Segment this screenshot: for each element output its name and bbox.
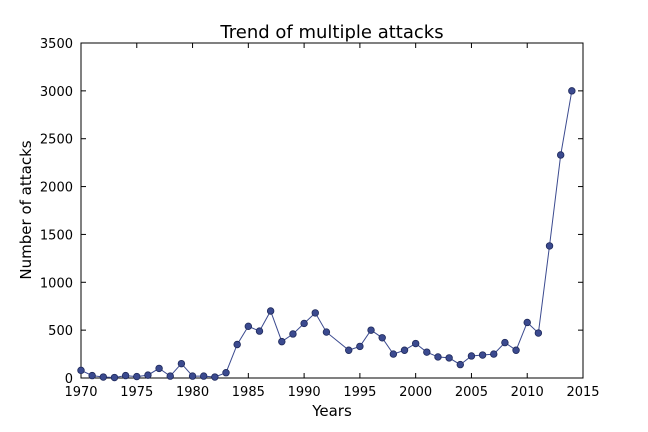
data-point <box>188 372 197 380</box>
data-point <box>467 352 476 360</box>
data-point <box>445 354 453 362</box>
data-point <box>568 87 576 95</box>
data-point <box>88 371 96 380</box>
data-point <box>266 307 275 315</box>
data-point <box>389 350 398 358</box>
y-tick-label: 2500 <box>40 133 73 148</box>
data-point <box>255 327 264 335</box>
series-group <box>77 87 576 382</box>
data-point <box>411 339 420 348</box>
y-tick-label: 3000 <box>40 85 73 100</box>
data-point <box>345 346 353 354</box>
data-point <box>378 334 386 342</box>
data-point <box>278 337 286 346</box>
data-point <box>133 372 141 381</box>
data-point <box>177 359 186 368</box>
data-point <box>512 346 520 354</box>
data-point <box>456 360 464 369</box>
data-point <box>99 373 108 381</box>
y-axis-ticks: 0 500 1000 1500 2000 2500 3000 3500 <box>40 37 583 387</box>
plot-frame <box>80 42 584 379</box>
y-tick-label: 0 <box>65 372 73 387</box>
data-point <box>545 242 554 250</box>
y-tick-label: 1000 <box>40 276 73 291</box>
data-point <box>311 309 319 317</box>
data-point <box>423 348 431 356</box>
data-point <box>222 369 230 377</box>
data-point <box>244 322 253 331</box>
data-point <box>490 350 498 358</box>
chart-title: Trend of multiple attacks <box>219 22 443 43</box>
x-axis-label: Years <box>311 402 352 420</box>
x-tick-label: 1990 <box>288 385 321 400</box>
data-point <box>155 364 163 373</box>
data-point <box>400 346 409 354</box>
data-point <box>121 371 130 380</box>
x-tick-label: 2010 <box>511 385 544 400</box>
x-tick-label: 1995 <box>343 385 376 400</box>
data-point <box>434 353 442 361</box>
x-tick-label: 1970 <box>64 385 97 400</box>
data-point <box>501 338 509 347</box>
data-point <box>233 340 241 349</box>
x-tick-label: 1980 <box>176 385 209 400</box>
data-point <box>166 372 174 380</box>
x-axis-ticks: 1970 1975 1980 1985 1990 1995 2000 2005 2010 2015 <box>64 43 600 400</box>
x-tick-label: 2015 <box>566 385 599 400</box>
x-tick-label: 1985 <box>232 385 265 400</box>
data-point <box>144 371 152 379</box>
data-point <box>110 373 119 382</box>
data-point <box>289 330 297 338</box>
y-tick-label: 3500 <box>40 37 73 52</box>
y-tick-label: 1500 <box>40 228 73 243</box>
y-tick-label: 500 <box>48 324 73 339</box>
data-point <box>534 329 543 337</box>
data-point <box>367 326 375 334</box>
x-tick-label: 2005 <box>455 385 488 400</box>
data-point <box>356 342 364 351</box>
data-point <box>200 372 208 380</box>
x-tick-label: 1975 <box>120 385 153 400</box>
data-point <box>300 319 308 328</box>
data-point <box>478 351 487 359</box>
data-point <box>523 318 531 327</box>
x-tick-label: 2000 <box>399 385 432 400</box>
y-axis-label: Number of attacks <box>17 140 35 279</box>
data-point <box>77 366 85 375</box>
y-tick-label: 2000 <box>40 181 73 196</box>
data-point <box>556 151 565 159</box>
data-point <box>322 328 331 336</box>
data-point <box>211 373 219 381</box>
